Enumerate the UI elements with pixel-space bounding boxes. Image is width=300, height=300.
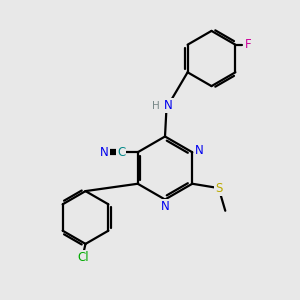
- Text: N: N: [164, 99, 173, 112]
- Text: N: N: [194, 144, 203, 157]
- Text: Cl: Cl: [78, 251, 89, 264]
- Text: F: F: [245, 38, 251, 51]
- Text: S: S: [215, 182, 222, 195]
- Text: N: N: [100, 146, 109, 159]
- Text: H: H: [152, 100, 160, 111]
- Text: C: C: [117, 146, 125, 159]
- Text: N: N: [160, 200, 169, 213]
